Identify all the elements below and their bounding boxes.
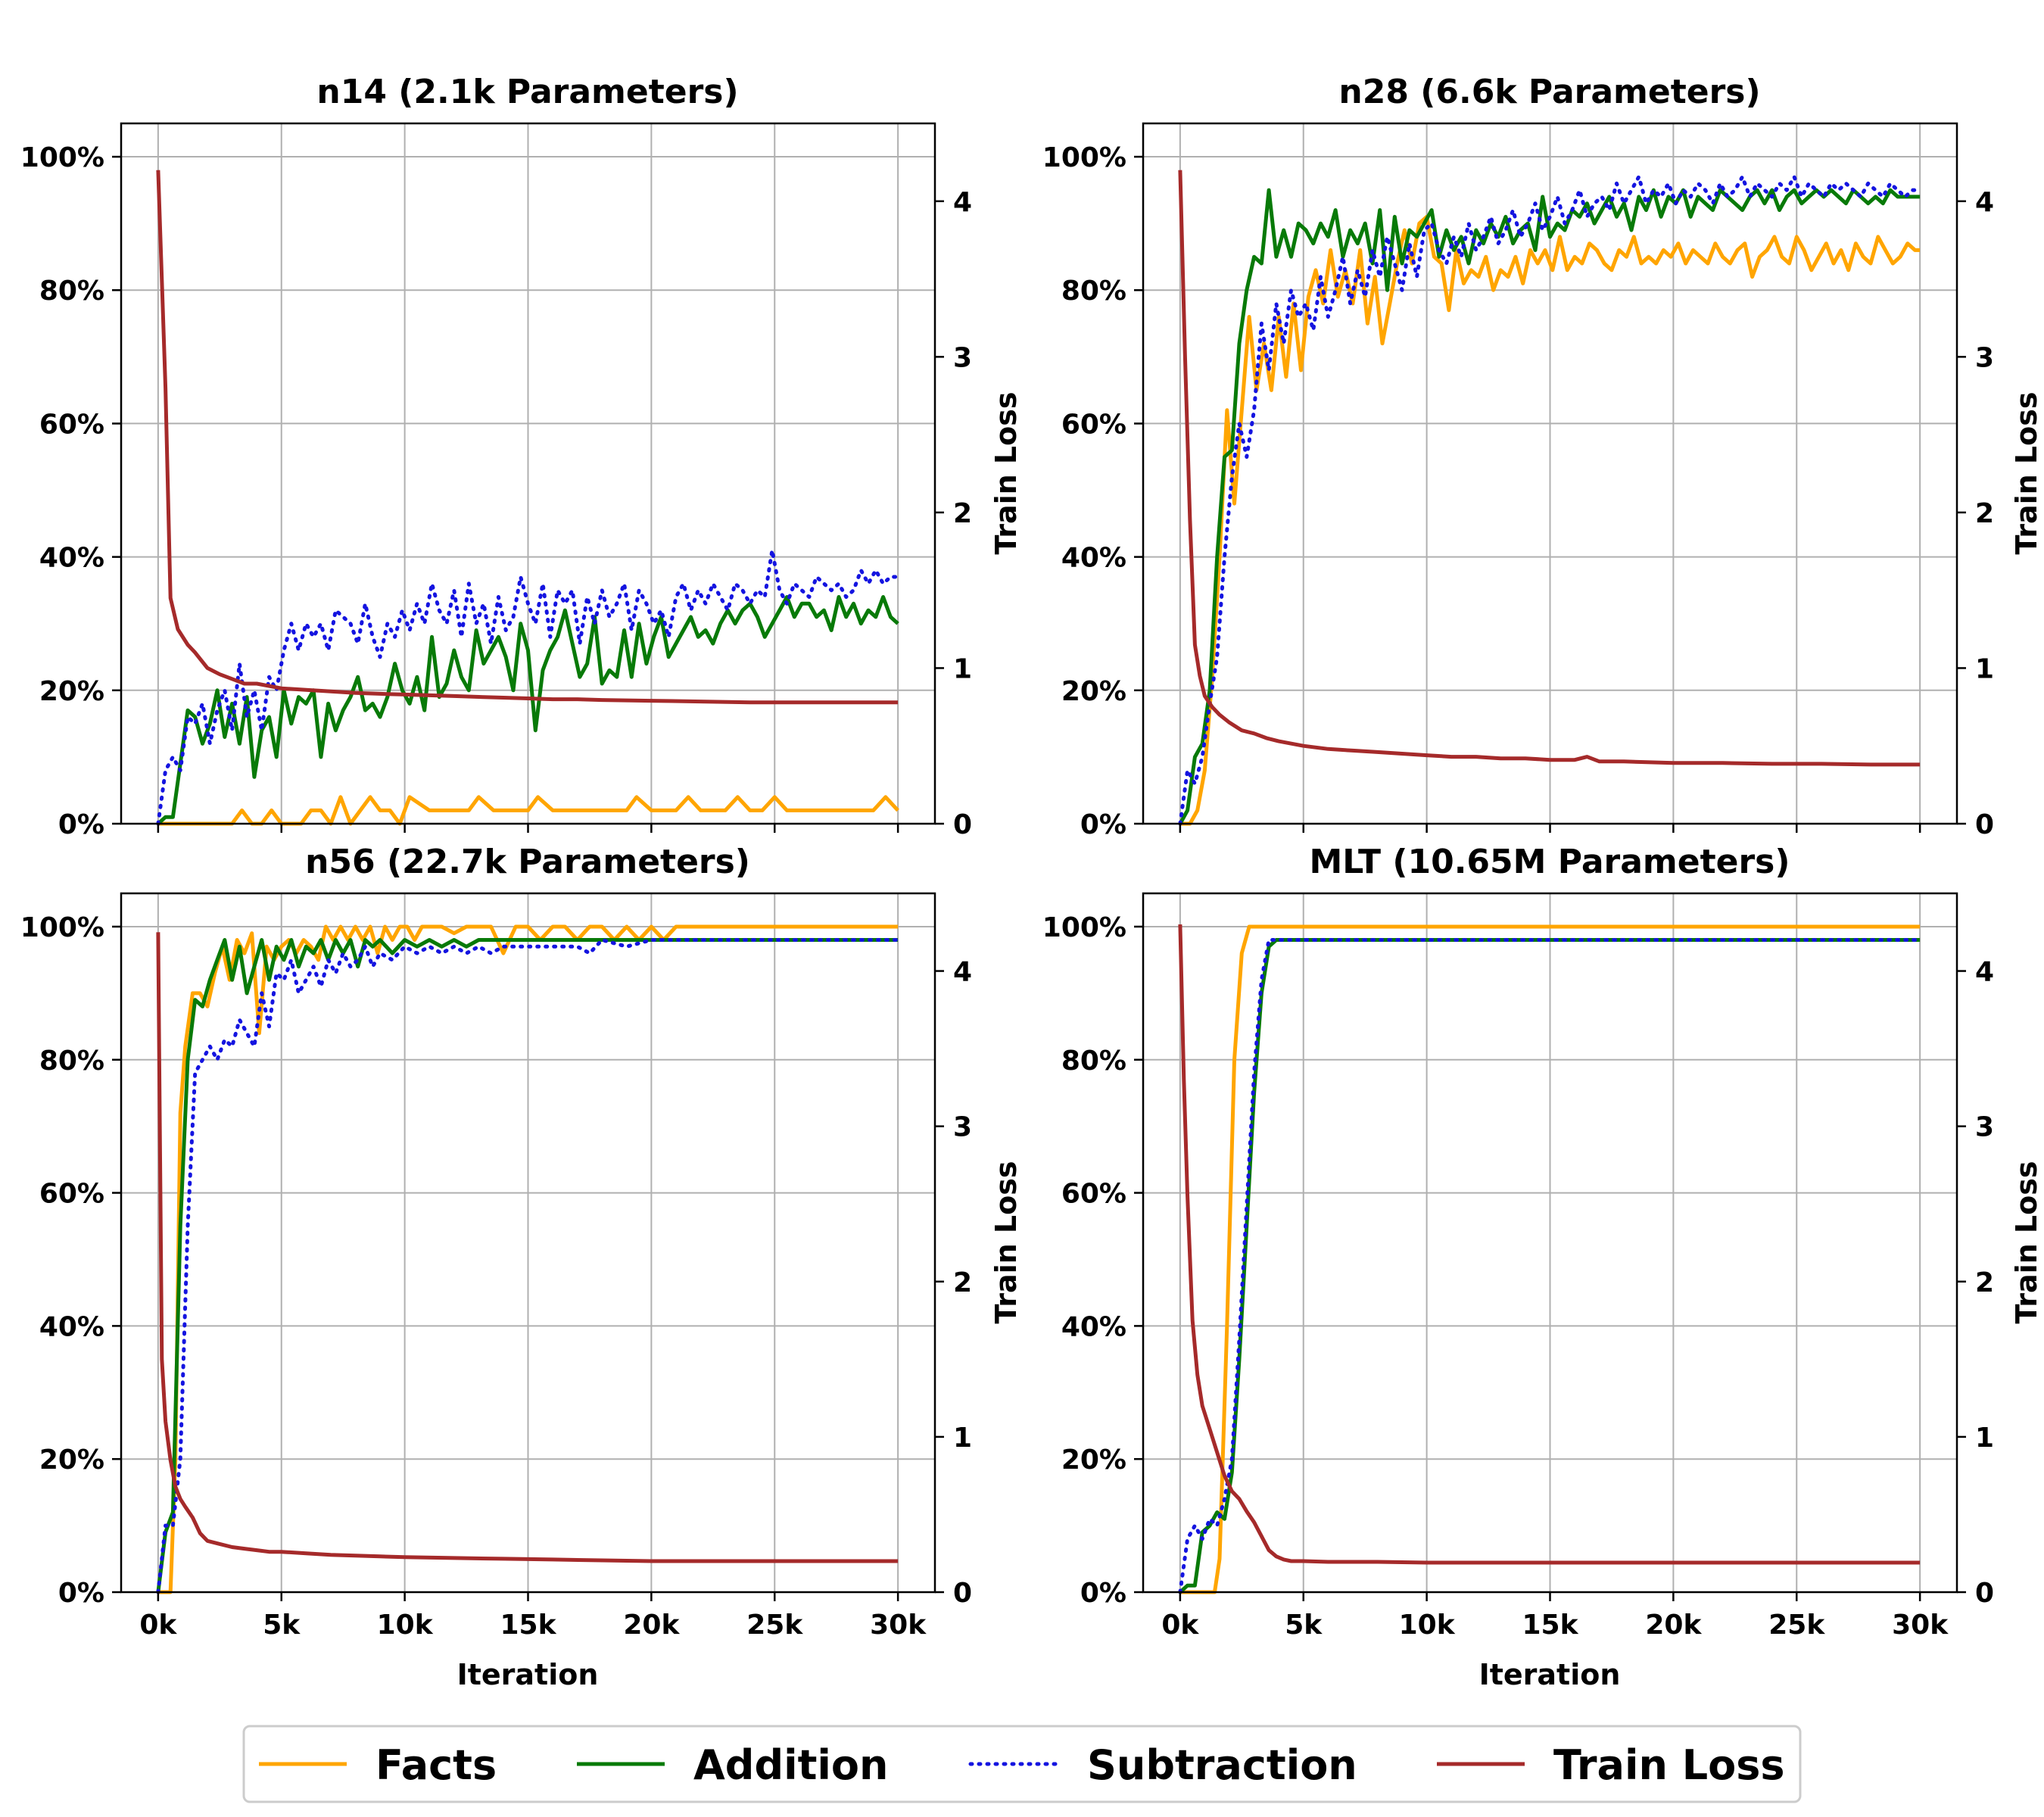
x-tick-label: 5k	[1285, 1610, 1323, 1641]
subplot-mlt: MLT (10.65M Parameters) Train Loss Itera…	[1042, 843, 2043, 1691]
y-right-tick-label: 4	[953, 187, 972, 218]
subplot-n28: n28 (6.6k Parameters) Train Loss 0%20%40…	[1042, 73, 2043, 840]
x-tick-label: 20k	[1645, 1610, 1702, 1641]
x-tick-label: 15k	[500, 1610, 556, 1641]
y-left-tick-label: 20%	[1061, 1445, 1126, 1476]
subplot-n56: n56 (22.7k Parameters) Train Loss Iterat…	[20, 843, 1023, 1691]
series-line-train-loss	[1178, 170, 1921, 767]
series-line-addition	[1178, 188, 1921, 825]
subplot-title: n28 (6.6k Parameters)	[1338, 73, 1760, 111]
y-left-tick-label: 60%	[39, 1179, 104, 1210]
y-right-tick-label: 3	[953, 1112, 972, 1143]
y-left-tick-label: 0%	[58, 1578, 104, 1609]
series-line-facts	[1179, 924, 1921, 1594]
subplot-n14: n14 (2.1k Parameters) Train Loss 0%20%40…	[20, 73, 1023, 840]
y-left-tick-label: 40%	[39, 543, 104, 574]
legend: Facts Addition Subtraction Train Loss	[242, 1725, 1802, 1803]
y-left-tick-label: 0%	[58, 809, 104, 840]
y-left-tick-label: 40%	[39, 1311, 104, 1342]
y-right-tick-label: 0	[1975, 809, 1994, 840]
series-line-subtraction	[1178, 938, 1922, 1594]
series-line-subtraction	[1178, 175, 1922, 826]
y-left-tick-label: 60%	[1061, 1179, 1126, 1210]
y-right-tick-label: 1	[1975, 1423, 1994, 1454]
y-right-tick-label: 1	[1975, 653, 1994, 684]
series-line-subtraction	[156, 938, 900, 1594]
right-axis-label: Train Loss	[989, 392, 1023, 555]
y-left-tick-label: 100%	[20, 912, 104, 943]
right-axis-label: Train Loss	[2010, 392, 2043, 555]
legend-label-subtraction: Subtraction	[1087, 1741, 1357, 1789]
y-right-tick-label: 3	[1975, 342, 1994, 373]
series-line-train-loss	[156, 170, 899, 705]
grid	[121, 893, 935, 1593]
y-left-tick-label: 80%	[39, 276, 104, 307]
y-right-tick-label: 2	[1975, 1267, 1994, 1298]
x-tick-label: 25k	[1768, 1610, 1825, 1641]
y-right-tick-label: 0	[953, 1578, 972, 1609]
y-left-tick-label: 60%	[1061, 409, 1126, 440]
y-left-tick-label: 40%	[1061, 1311, 1126, 1342]
y-right-tick-label: 2	[953, 498, 972, 529]
right-axis-label: Train Loss	[2010, 1161, 2043, 1324]
series-line-facts	[1179, 214, 1921, 826]
y-right-tick-label: 4	[953, 957, 972, 988]
y-left-tick-label: 80%	[1061, 1046, 1126, 1077]
series-line-subtraction	[156, 548, 900, 826]
series-line-addition	[157, 595, 899, 825]
x-tick-label: 10k	[1399, 1610, 1456, 1641]
y-left-tick-label: 20%	[1061, 676, 1126, 707]
x-tick-label: 0k	[139, 1610, 177, 1641]
subplot-title: MLT (10.65M Parameters)	[1310, 843, 1790, 881]
x-tick-label: 25k	[746, 1610, 803, 1641]
x-tick-label: 10k	[377, 1610, 434, 1641]
series-line-facts	[157, 795, 899, 826]
x-tick-label: 30k	[1892, 1610, 1949, 1641]
y-left-tick-label: 100%	[1042, 142, 1126, 173]
y-left-tick-label: 80%	[1061, 276, 1126, 307]
y-right-tick-label: 1	[953, 1423, 972, 1454]
y-left-tick-label: 100%	[1042, 912, 1126, 943]
y-right-tick-label: 0	[1975, 1578, 1994, 1609]
x-tick-label: 5k	[263, 1610, 301, 1641]
subplot-title: n56 (22.7k Parameters)	[305, 843, 750, 881]
series-line-train-loss	[1178, 924, 1921, 1565]
y-right-tick-label: 1	[953, 653, 972, 684]
right-axis-label: Train Loss	[989, 1161, 1023, 1324]
legend-label-facts: Facts	[375, 1741, 497, 1789]
y-left-tick-label: 20%	[39, 1445, 104, 1476]
x-tick-label: 30k	[870, 1610, 927, 1641]
y-right-tick-label: 2	[1975, 498, 1994, 529]
y-right-tick-label: 0	[953, 809, 972, 840]
subplot-title: n14 (2.1k Parameters)	[316, 73, 738, 111]
series-line-addition	[156, 938, 899, 1593]
x-axis-label: Iteration	[1479, 1658, 1621, 1691]
y-left-tick-label: 80%	[39, 1046, 104, 1077]
y-right-tick-label: 3	[953, 342, 972, 373]
y-left-tick-label: 60%	[39, 409, 104, 440]
x-tick-label: 20k	[623, 1610, 680, 1641]
y-left-tick-label: 20%	[39, 676, 104, 707]
y-left-tick-label: 40%	[1061, 543, 1126, 574]
y-left-tick-label: 100%	[20, 142, 104, 173]
y-right-tick-label: 4	[1975, 957, 1994, 988]
x-tick-label: 15k	[1522, 1610, 1578, 1641]
legend-label-addition: Addition	[693, 1741, 888, 1789]
x-axis-label: Iteration	[457, 1658, 599, 1691]
y-right-tick-label: 4	[1975, 187, 1994, 218]
y-right-tick-label: 3	[1975, 1112, 1994, 1143]
y-right-tick-label: 2	[953, 1267, 972, 1298]
y-left-tick-label: 0%	[1080, 809, 1126, 840]
grid	[1143, 893, 1957, 1593]
legend-label-train-loss: Train Loss	[1553, 1741, 1785, 1789]
series-line-train-loss	[156, 932, 899, 1563]
x-tick-label: 0k	[1161, 1610, 1199, 1641]
y-left-tick-label: 0%	[1080, 1578, 1126, 1609]
